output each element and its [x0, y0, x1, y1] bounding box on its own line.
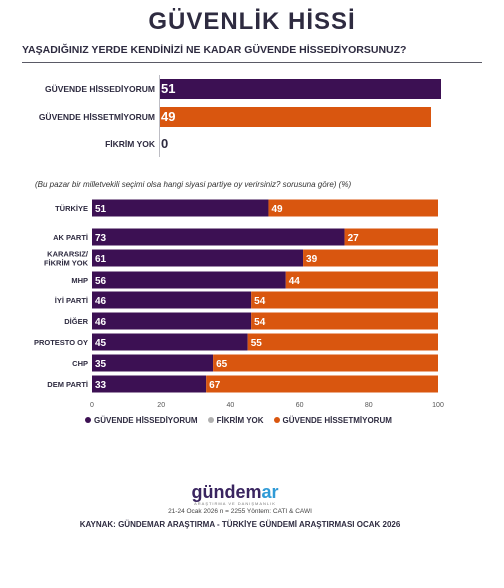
chart-legend: GÜVENDE HİSSEDİYORUM FİKRİM YOK GÜVENDE Hİ… [85, 416, 402, 425]
top-bar [159, 107, 431, 127]
logo-tagline: ARAŞTIRMA VE DANIŞMANLIK [194, 501, 276, 506]
gundemar-logo: gündemar ARAŞTIRMA VE DANIŞMANLIK [0, 482, 470, 506]
bar-segment [251, 291, 438, 309]
top-bar-label: GÜVENDE HİSSEDİYORUM [44, 84, 155, 94]
logo-text-b: ar [261, 482, 279, 502]
bar-segment [92, 271, 286, 289]
methodology-note: 21-24 Ocak 2026 n = 2255 Yöntem: CATI & … [168, 508, 312, 515]
category-label: MHP [71, 276, 88, 285]
legend-swatch [273, 417, 280, 423]
category-label: AK PARTİ [53, 233, 88, 242]
bar-segment [92, 354, 214, 372]
bar-segment [285, 271, 438, 289]
data-label: 51 [95, 204, 107, 215]
bar-segment [344, 228, 438, 246]
bar-segment [303, 249, 438, 267]
bar-segment [206, 375, 438, 393]
legend-swatch [207, 417, 214, 423]
data-label: 35 [95, 359, 107, 370]
data-label: 46 [95, 296, 107, 307]
top-bar [159, 79, 441, 99]
category-label: DEM PARTİ [47, 380, 88, 389]
top-bar-label: FİKRİM YOK [105, 139, 155, 149]
x-tick-label: 0 [90, 402, 94, 409]
data-label: 73 [95, 233, 107, 244]
data-label: 56 [95, 276, 107, 287]
category-label: İYİ PARTİ [55, 296, 88, 305]
top-bar-value: 0 [161, 136, 169, 151]
top-bar-value: 49 [161, 109, 176, 124]
legend-item: GÜVENDE HİSSEDİYORUM [85, 416, 198, 425]
bar-segment [213, 354, 438, 372]
question-divider [22, 62, 482, 63]
category-label: PROTESTO OY [34, 338, 88, 347]
data-label: 39 [306, 254, 318, 265]
category-label: DİĞER [64, 317, 88, 326]
x-tick-label: 80 [365, 402, 373, 409]
top-bar-label: GÜVENDE HİSSETMİYORUM [38, 112, 155, 122]
data-label: 65 [216, 359, 228, 370]
party-stacked-bar-chart: TÜRKİYE 51 49 AK PARTİ 73 27 KARARSIZ/FİKRİM Y… [34, 199, 444, 409]
x-tick-label: 100 [432, 402, 444, 409]
data-label: 45 [95, 338, 107, 349]
data-label: 54 [254, 296, 266, 307]
bar-segment [92, 291, 252, 309]
legend-swatch [85, 417, 91, 423]
data-label: 55 [251, 338, 263, 349]
bar-segment [92, 228, 345, 246]
category-label: FİKRİM YOK [44, 259, 89, 268]
data-label: 49 [271, 204, 283, 215]
legend-item: GÜVENDE HİSSETMİYORUM [273, 416, 392, 425]
source-note: KAYNAK: GÜNDEMAR ARAŞTIRMA - TÜRKİYE GÜN… [79, 520, 401, 529]
bar-segment [247, 333, 438, 351]
data-label: 61 [95, 254, 107, 265]
category-label: TÜRKİYE [55, 204, 88, 213]
chart-subnote: (Bu pazar bir milletvekili seçimi olsa h… [35, 180, 352, 189]
data-label: 33 [95, 380, 107, 391]
legend-label: GÜVENDE HİSSETMİYORUM [282, 416, 392, 425]
logo-text-a: gündem [191, 482, 262, 502]
category-label: KARARSIZ/ [47, 250, 89, 259]
bar-segment [92, 375, 207, 393]
legend-label: FİKRİM YOK [216, 416, 264, 425]
data-label: 46 [95, 317, 107, 328]
page-title: GÜVENLİK HİSSİ [148, 8, 356, 35]
bar-segment [92, 312, 252, 330]
bar-segment [92, 333, 248, 351]
bar-segment [268, 199, 438, 217]
bar-segment [92, 199, 269, 217]
x-tick-label: 60 [296, 402, 304, 409]
data-label: 27 [348, 233, 360, 244]
data-label: 54 [254, 317, 266, 328]
data-label: 44 [289, 276, 301, 287]
legend-item: FİKRİM YOK [207, 416, 264, 425]
data-label: 67 [209, 380, 221, 391]
bar-segment [251, 312, 438, 330]
category-label: CHP [72, 359, 88, 368]
bar-segment [92, 249, 304, 267]
legend-label: GÜVENDE HİSSEDİYORUM [94, 416, 198, 425]
x-tick-label: 20 [157, 402, 165, 409]
survey-question: YAŞADIĞINIZ YERDE KENDİNİZİ NE KADAR GÜV… [22, 44, 407, 56]
top-bar-value: 51 [161, 81, 176, 96]
x-tick-label: 40 [227, 402, 235, 409]
top-chart-axis-line [159, 75, 160, 157]
